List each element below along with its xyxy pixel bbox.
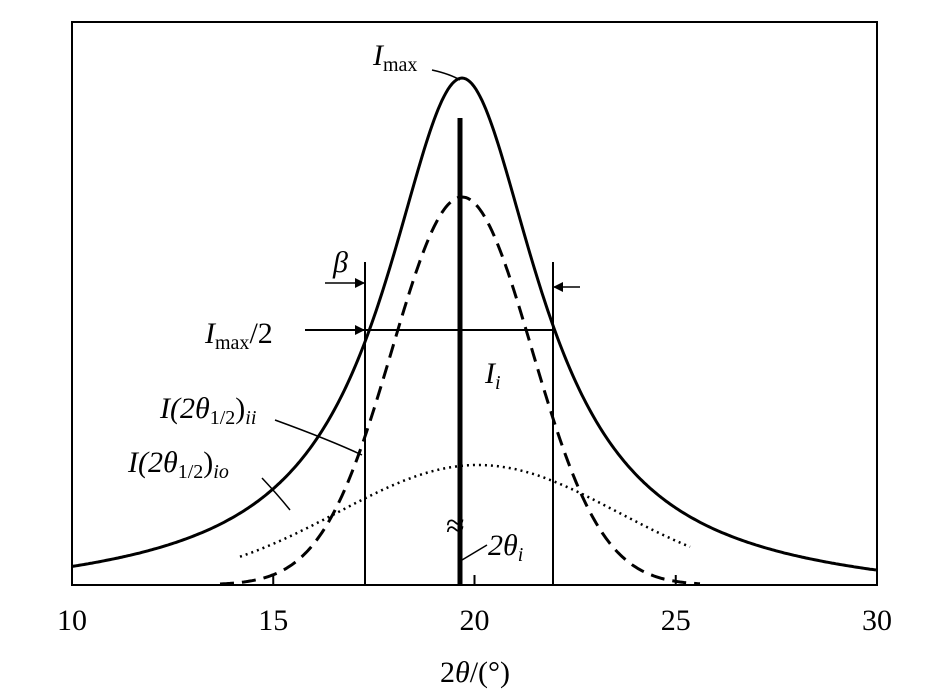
label-imax: Imax (372, 39, 417, 76)
label-i: Ii (484, 357, 501, 394)
arrow (355, 325, 365, 335)
plot-frame (71, 21, 878, 586)
x-tick-label: 10 (57, 604, 87, 637)
leader (431, 69, 461, 81)
arrow (355, 278, 365, 288)
x-tick-label: 30 (862, 604, 892, 637)
leader (261, 477, 291, 511)
leader (274, 419, 363, 456)
label-approx: ≈ (446, 508, 465, 545)
label-ii: I(2θ1/2)ii (159, 392, 256, 429)
leader (461, 544, 488, 561)
x-axis-label: 2θ/(°) (440, 656, 510, 689)
label-beta: β (332, 246, 348, 279)
x-tick-label: 20 (460, 604, 490, 637)
x-tick-label: 25 (661, 604, 691, 637)
profile-total (71, 76, 877, 572)
label-2theta-i: 2θi (488, 529, 523, 566)
label-half: Imax/2 (204, 317, 273, 354)
x-axis: 10 15 20 25 30 (57, 575, 892, 637)
arrow (553, 282, 563, 292)
profile-io (239, 463, 691, 558)
x-tick-label: 15 (258, 604, 288, 637)
label-io: I(2θ1/2)io (127, 446, 229, 483)
